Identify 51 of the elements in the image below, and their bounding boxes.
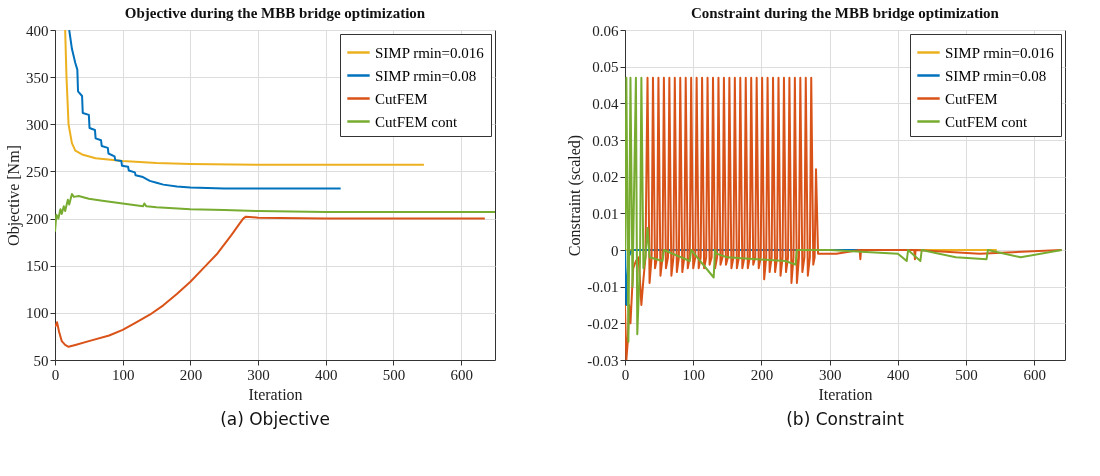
y-axis-title: Constraint (scaled) bbox=[566, 134, 585, 257]
y-tick-label: 200 bbox=[26, 211, 49, 228]
x-tick-label: 600 bbox=[1023, 366, 1047, 383]
x-tick-label: 500 bbox=[955, 366, 978, 383]
legend-label: SIMP rmin=0.08 bbox=[945, 67, 1047, 84]
y-tick-label: 350 bbox=[26, 69, 49, 86]
y-axis-title: Objective [Nm] bbox=[5, 145, 23, 246]
x-tick-label: 500 bbox=[382, 366, 406, 383]
x-tick-label: 100 bbox=[111, 366, 135, 383]
x-tick-label: 400 bbox=[887, 366, 910, 383]
y-tick-label: 0.03 bbox=[592, 132, 619, 149]
legend-label: CutFEM cont bbox=[375, 113, 458, 130]
chart-title: Constraint during the MBB bridge optimization bbox=[691, 5, 1000, 21]
y-tick-label: 150 bbox=[26, 258, 49, 275]
line-series bbox=[55, 193, 495, 233]
y-tick-label: 250 bbox=[26, 163, 49, 180]
x-tick-label: 600 bbox=[450, 366, 473, 383]
x-tick-label: 0 bbox=[51, 366, 60, 383]
y-tick-label: -0.02 bbox=[587, 315, 619, 332]
y-tick-label: 0 bbox=[611, 242, 619, 259]
legend-label: SIMP rmin=0.08 bbox=[375, 67, 477, 84]
legend-label: CutFEM cont bbox=[945, 113, 1028, 130]
text: (b) Constraint bbox=[786, 409, 905, 429]
y-tick-label: -0.03 bbox=[587, 352, 619, 369]
y-tick-label: 400 bbox=[26, 22, 49, 39]
x-tick-label: 300 bbox=[247, 366, 270, 383]
line-series bbox=[68, 30, 342, 190]
y-tick-label: 0.01 bbox=[592, 205, 619, 222]
line-series bbox=[55, 215, 486, 348]
y-tick-label: 100 bbox=[26, 305, 49, 322]
x-tick-label: 100 bbox=[682, 366, 705, 383]
y-tick-label: 300 bbox=[26, 116, 49, 133]
legend-label: SIMP rmin=0.016 bbox=[375, 44, 485, 61]
y-tick-label: 0.02 bbox=[592, 169, 619, 186]
y-tick-label: -0.01 bbox=[587, 279, 619, 296]
x-tick-label: 200 bbox=[179, 366, 203, 383]
x-tick-label: 400 bbox=[315, 366, 338, 383]
y-tick-label: 50 bbox=[33, 352, 49, 369]
legend-label: CutFEM bbox=[945, 90, 998, 107]
y-tick-label: 0.06 bbox=[592, 22, 619, 39]
x-axis-title: Iteration bbox=[248, 385, 303, 403]
x-tick-label: 300 bbox=[818, 366, 842, 383]
x-axis-title: Iteration bbox=[818, 385, 873, 403]
chart-title: Objective during the MBB bridge optimization bbox=[124, 5, 426, 21]
y-tick-label: 0.05 bbox=[592, 59, 619, 76]
y-tick-label: 0.04 bbox=[592, 95, 619, 112]
text: (a) Objective bbox=[220, 409, 330, 429]
legend-label: CutFEM bbox=[375, 90, 428, 107]
x-tick-label: 0 bbox=[621, 366, 630, 383]
legend-label: SIMP rmin=0.016 bbox=[945, 44, 1055, 61]
x-tick-label: 200 bbox=[750, 366, 774, 383]
